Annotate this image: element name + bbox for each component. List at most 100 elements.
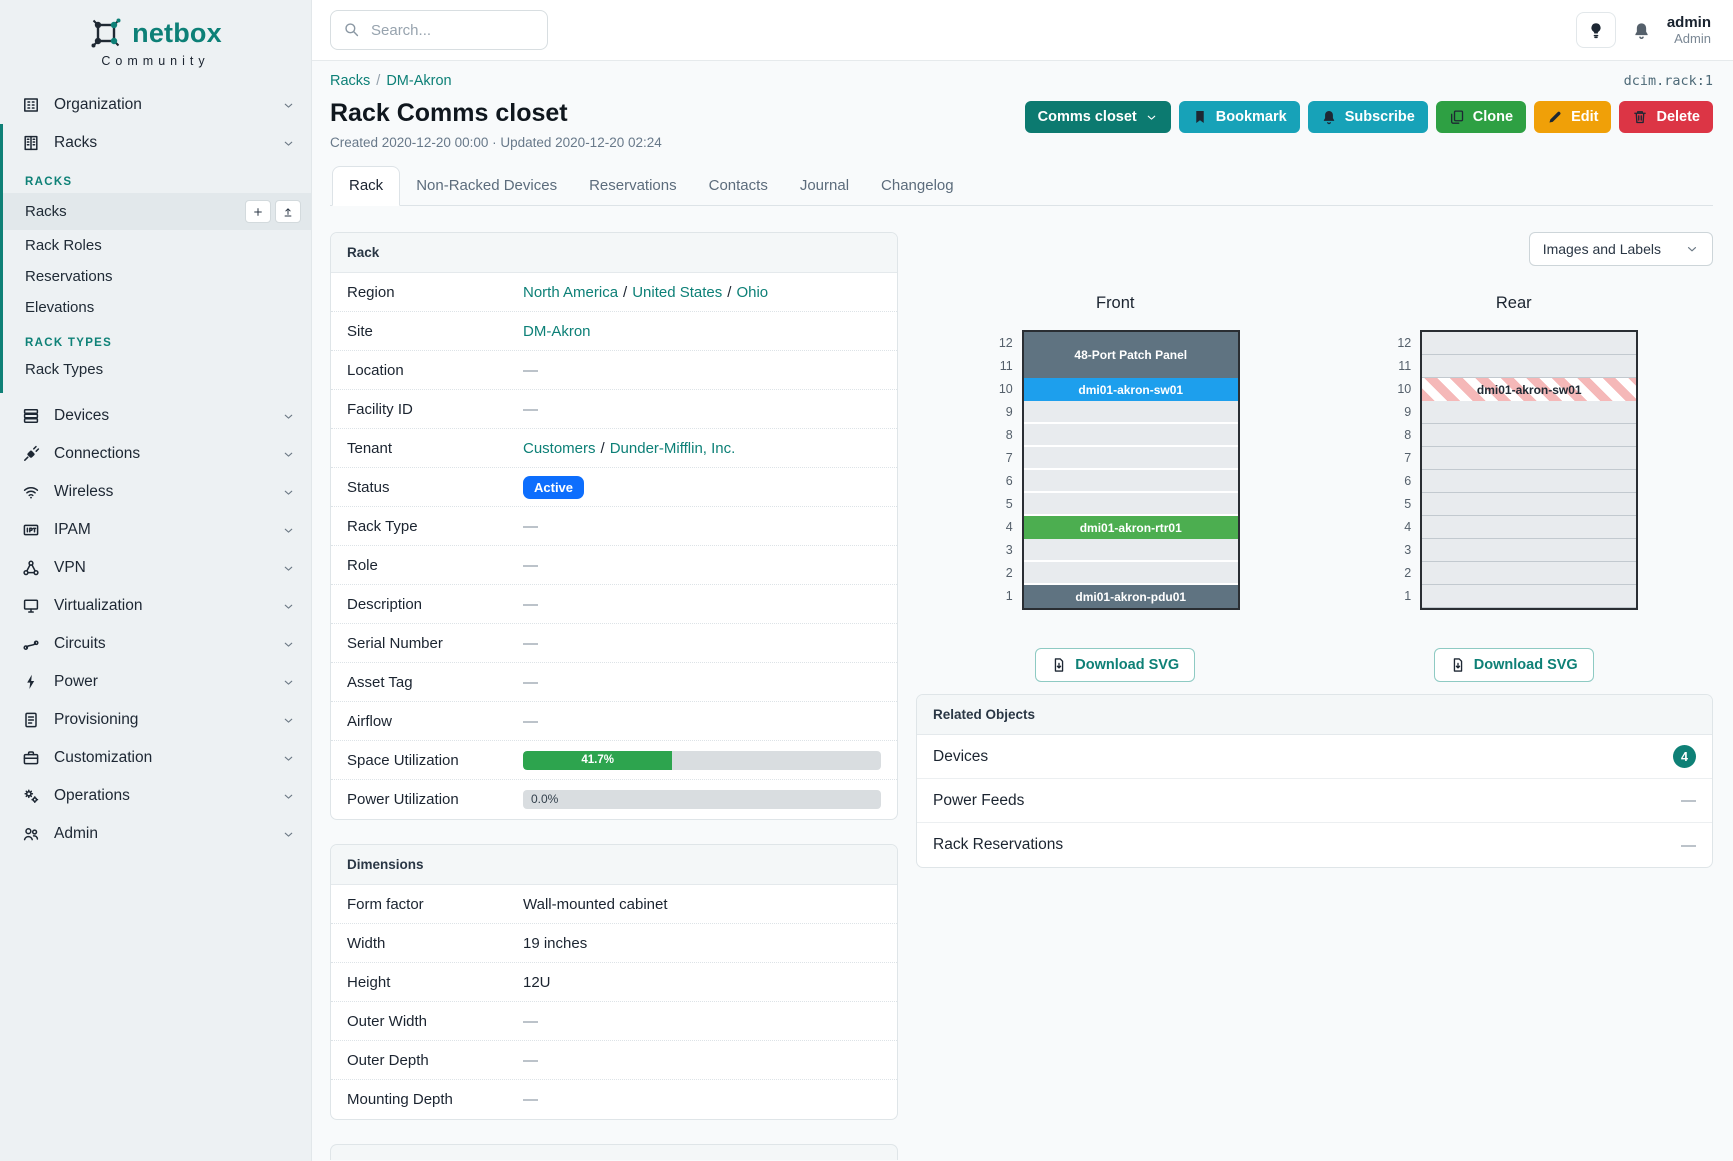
row-value: — xyxy=(523,362,881,379)
tab-journal[interactable]: Journal xyxy=(799,177,850,194)
brand-name[interactable]: netbox xyxy=(132,17,222,48)
rack-slot-rear-u9[interactable] xyxy=(1422,401,1637,424)
sidebar-item-provisioning[interactable]: Provisioning xyxy=(0,701,311,739)
link-north-america[interactable]: North America xyxy=(523,283,619,301)
tab-changelog[interactable]: Changelog xyxy=(881,177,954,194)
link-dunder-mifflin-inc[interactable]: Dunder-Mifflin, Inc. xyxy=(609,439,736,457)
download-svg-rear-button[interactable]: Download SVG xyxy=(1433,648,1594,682)
unit-number-11: 11 xyxy=(999,359,1013,373)
sidebar-item-customization[interactable]: Customization xyxy=(0,739,311,777)
status-badge: Active xyxy=(523,475,585,499)
rack-slot-rear-u11[interactable] xyxy=(1422,355,1637,378)
tab-reservations[interactable]: Reservations xyxy=(589,177,677,194)
search-input[interactable] xyxy=(371,21,521,39)
row-value: DM-Akron xyxy=(523,323,881,340)
link-dm-akron[interactable]: DM-Akron xyxy=(523,322,591,340)
rack-slot-front-u5[interactable] xyxy=(1023,493,1238,516)
value-text: — xyxy=(523,595,538,613)
rack-slot-rear-u3[interactable] xyxy=(1422,539,1637,562)
sidebar-item-reservations[interactable]: Reservations xyxy=(3,261,311,292)
breadcrumb-link-site[interactable]: DM-Akron xyxy=(386,73,452,89)
separator: / xyxy=(623,283,628,301)
rack-device-48-port-patch-panel[interactable]: 48-Port Patch Panel xyxy=(1023,332,1238,378)
chevron-down-icon xyxy=(282,752,295,765)
rack-slot-front-u7[interactable] xyxy=(1023,447,1238,470)
rack-device-dmi01-akron-pdu01[interactable]: dmi01-akron-pdu01 xyxy=(1023,585,1238,608)
download-svg-front-button[interactable]: Download SVG xyxy=(1035,648,1196,682)
username: admin xyxy=(1666,14,1711,31)
user-menu[interactable]: admin Admin xyxy=(1667,14,1711,46)
subscribe-button[interactable]: Subscribe xyxy=(1307,101,1428,133)
theme-toggle-button[interactable] xyxy=(1575,12,1616,48)
sidebar-item-devices[interactable]: Devices xyxy=(0,397,311,435)
rack-device-dmi01-akron-rtr01[interactable]: dmi01-akron-rtr01 xyxy=(1023,516,1238,539)
value-text: — xyxy=(523,1012,538,1030)
rack-slot-front-u6[interactable] xyxy=(1023,470,1238,493)
sidebar-item-organization[interactable]: Organization xyxy=(0,86,311,124)
value-text: — xyxy=(523,556,538,574)
sidebar-item-circuits[interactable]: Circuits xyxy=(0,625,311,663)
rack-slot-front-u2[interactable] xyxy=(1023,562,1238,585)
tab-contacts[interactable]: Contacts xyxy=(708,177,768,194)
related-row-rack-reservations[interactable]: Rack Reservations — xyxy=(917,823,1712,867)
rack-slot-rear-u2[interactable] xyxy=(1422,562,1637,585)
search-box[interactable] xyxy=(330,10,548,50)
unit-number-11: 11 xyxy=(1398,359,1412,373)
sidebar-item-rack-roles[interactable]: Rack Roles xyxy=(3,230,311,261)
rack-slot-rear-u5[interactable] xyxy=(1422,493,1637,516)
sidebar-item-label: Devices xyxy=(54,407,110,424)
unit-number-12: 12 xyxy=(998,336,1013,350)
link-ohio[interactable]: Ohio xyxy=(736,283,769,301)
tab-rack[interactable]: Rack xyxy=(332,166,401,206)
chevron-down-icon xyxy=(282,99,295,112)
tab-non-racked-devices[interactable]: Non-Racked Devices xyxy=(416,177,558,194)
delete-button[interactable]: Delete xyxy=(1619,101,1713,133)
sidebar-item-operations[interactable]: Operations xyxy=(0,777,311,815)
bookmark-button[interactable]: Bookmark xyxy=(1178,101,1300,133)
images-labels-toggle[interactable]: Images and Labels xyxy=(1528,232,1713,266)
rack-slot-rear-u1[interactable] xyxy=(1422,585,1637,608)
sidebar-item-elevations[interactable]: Elevations xyxy=(3,292,311,323)
rack-slot-rear-u12[interactable] xyxy=(1422,332,1637,355)
row-label: Power Utilization xyxy=(347,791,459,808)
gears-icon xyxy=(22,787,40,805)
link-customers[interactable]: Customers xyxy=(523,439,596,457)
related-row-devices[interactable]: Devices 4 xyxy=(917,735,1712,779)
rack-slot-rear-u6[interactable] xyxy=(1422,470,1637,493)
import-rack-button[interactable] xyxy=(275,200,301,223)
unit-number-8: 8 xyxy=(1404,428,1412,442)
rack-device-dmi01-akron-sw01[interactable]: dmi01-akron-sw01 xyxy=(1023,378,1238,401)
sidebar-nav-bottom: Devices Connections Wireless IPAM VPN Virtual… xyxy=(0,397,311,853)
sidebar-item-vpn[interactable]: VPN xyxy=(0,549,311,587)
rack-slot-front-u9[interactable] xyxy=(1023,401,1238,424)
chevron-down-icon xyxy=(282,828,295,841)
rack-device-dmi01-akron-sw01[interactable]: dmi01-akron-sw01 xyxy=(1422,378,1637,401)
sidebar-item-connections[interactable]: Connections xyxy=(0,435,311,473)
row-value: — xyxy=(523,1052,881,1069)
add-rack-button[interactable] xyxy=(245,200,271,223)
clone-button[interactable]: Clone xyxy=(1435,101,1527,133)
rack-slot-rear-u4[interactable] xyxy=(1422,516,1637,539)
comms-closet-button[interactable]: Comms closet xyxy=(1024,101,1171,133)
notifications-bell-icon[interactable] xyxy=(1632,21,1651,40)
sidebar-item-virtualization[interactable]: Virtualization xyxy=(0,587,311,625)
table-row-width: Width 19 inches xyxy=(331,924,897,963)
rack-slot-rear-u8[interactable] xyxy=(1422,424,1637,447)
breadcrumb-link-racks[interactable]: Racks xyxy=(330,73,371,89)
edit-button[interactable]: Edit xyxy=(1534,101,1612,133)
sidebar-item-admin[interactable]: Admin xyxy=(0,815,311,853)
sidebar-item-racks[interactable]: Racks xyxy=(3,124,311,162)
rack-slot-front-u3[interactable] xyxy=(1023,539,1238,562)
search-icon xyxy=(343,21,361,39)
link-united-states[interactable]: United States xyxy=(632,283,723,301)
related-row-power-feeds[interactable]: Power Feeds — xyxy=(917,779,1712,823)
chevron-down-icon xyxy=(282,676,295,689)
sidebar-item-racks[interactable]: Racks xyxy=(3,193,311,230)
table-row-role: Role — xyxy=(331,546,897,585)
rack-slot-front-u8[interactable] xyxy=(1023,424,1238,447)
sidebar-item-power[interactable]: Power xyxy=(0,663,311,701)
sidebar-item-rack-types[interactable]: Rack Types xyxy=(3,354,311,385)
sidebar-item-ipam[interactable]: IPAM xyxy=(0,511,311,549)
sidebar-item-wireless[interactable]: Wireless xyxy=(0,473,311,511)
rack-slot-rear-u7[interactable] xyxy=(1422,447,1637,470)
